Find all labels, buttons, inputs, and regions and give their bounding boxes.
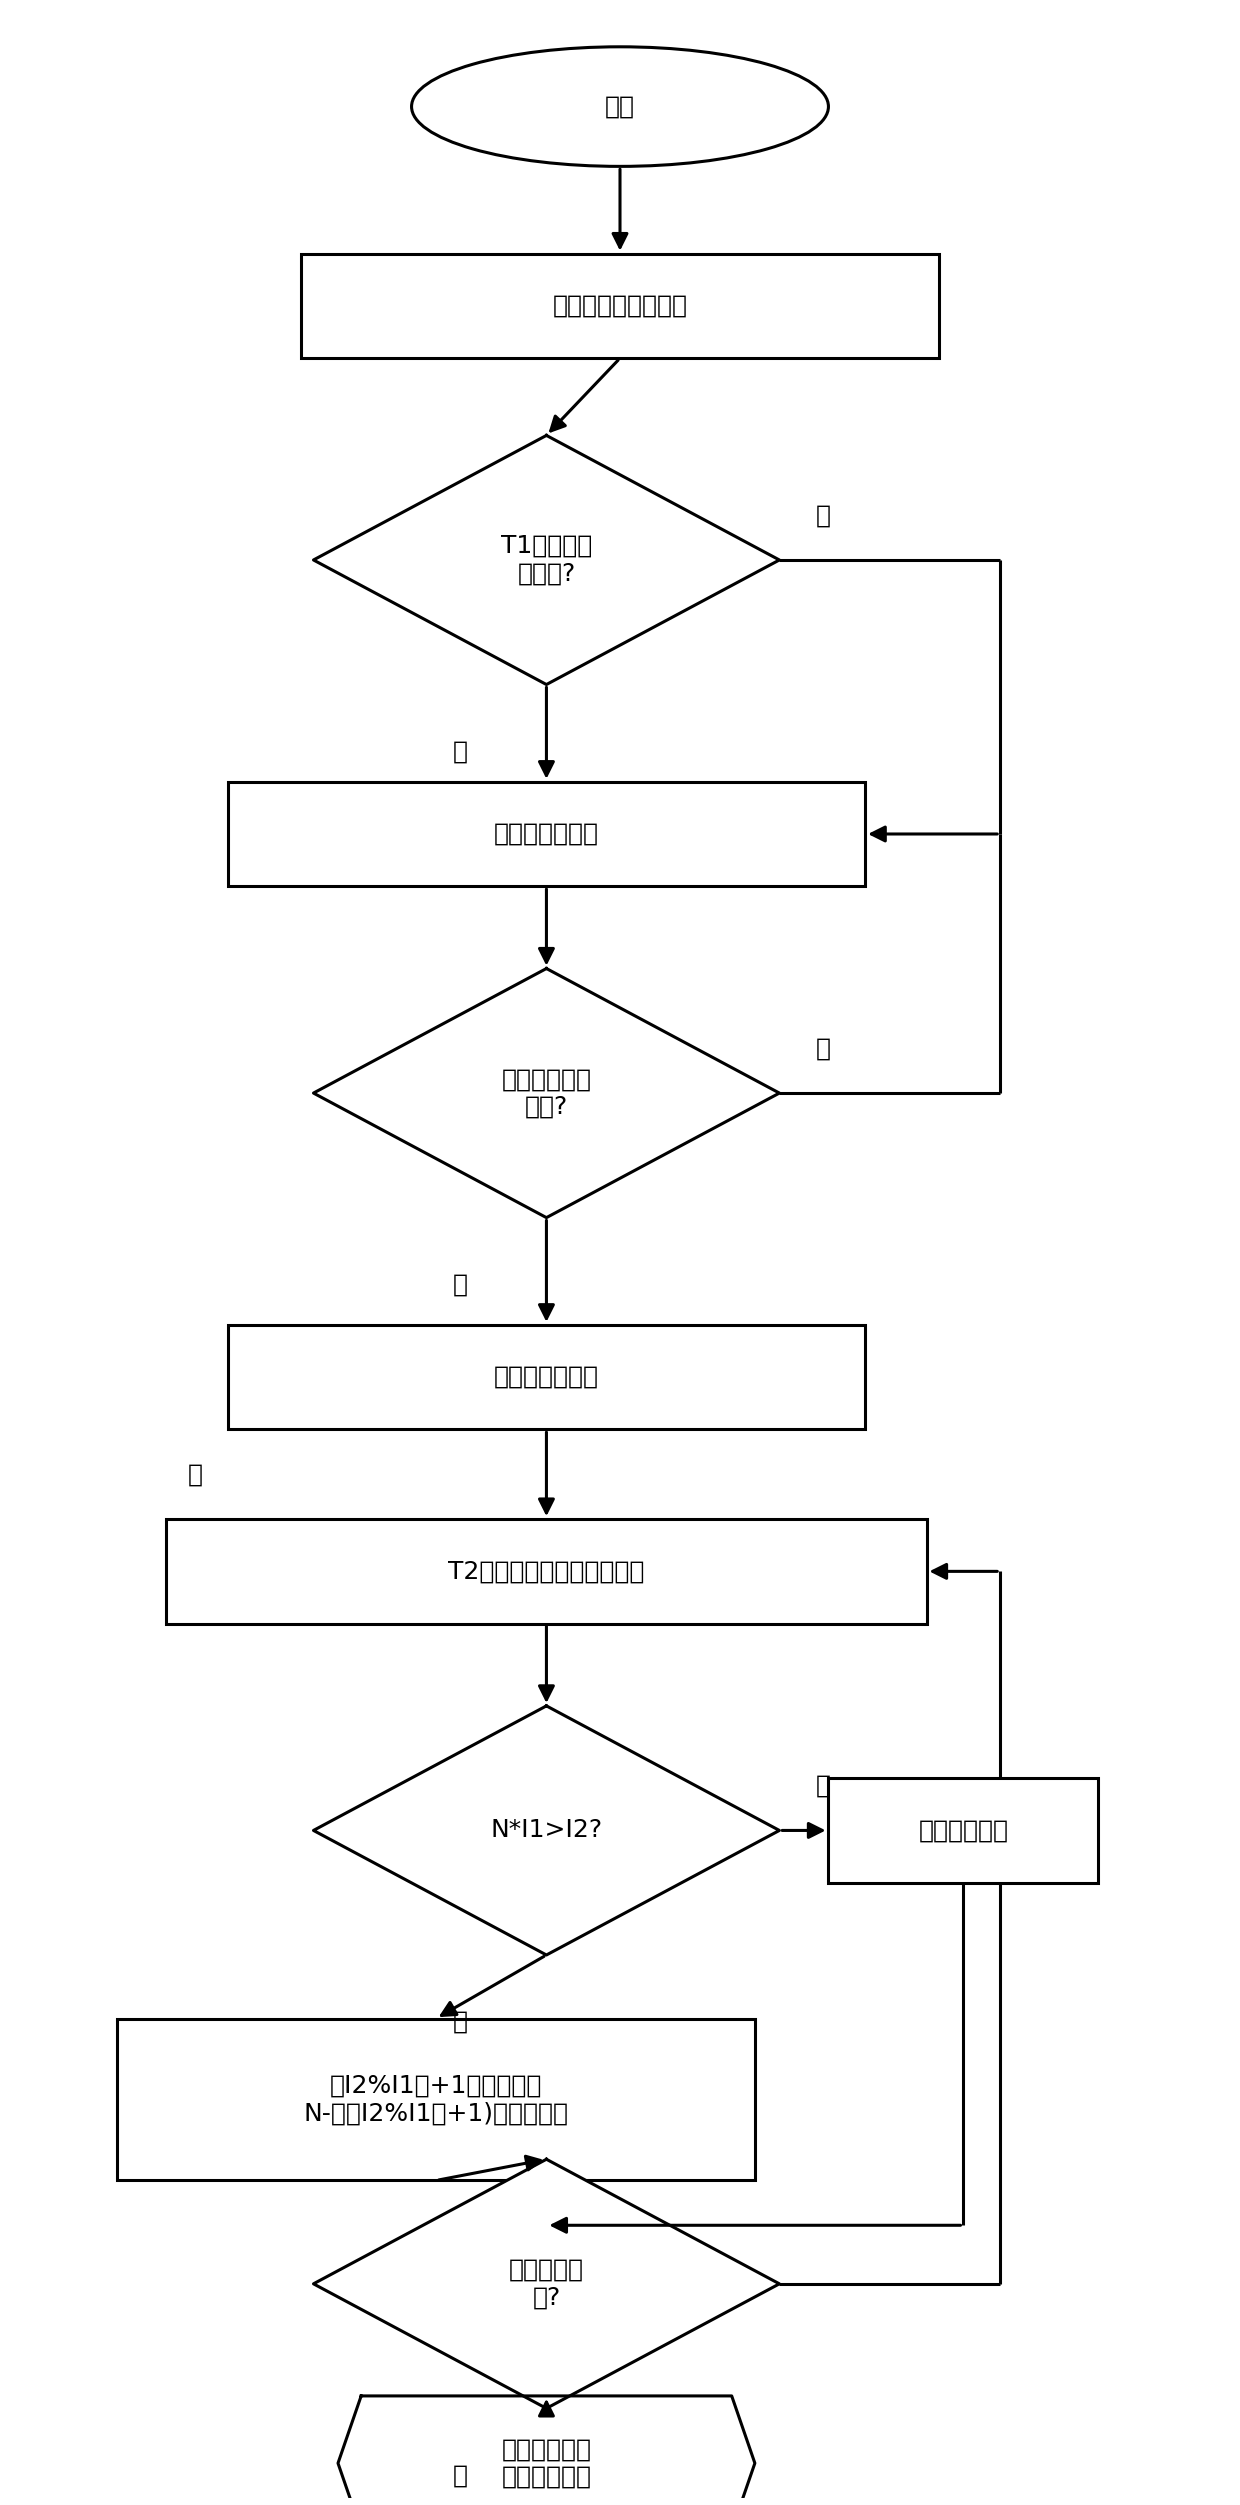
Bar [301,253,939,358]
Bar [828,1779,1099,1884]
Text: 是否结束充
电?: 是否结束充 电? [508,2257,584,2310]
Text: 是: 是 [453,1273,469,1298]
Text: 全部模块开机: 全部模块开机 [919,1819,1008,1844]
Text: T2后下发充电模块控制指令: T2后下发充电模块控制指令 [448,1558,645,1583]
Text: 是: 是 [816,504,831,526]
Text: 是否收到充电
指令?: 是否收到充电 指令? [501,1067,591,1120]
Bar [166,1518,926,1623]
Text: 断开交流接触器: 断开交流接触器 [494,822,599,847]
Text: 闭合交流输入接触器: 闭合交流输入接触器 [553,293,687,318]
Text: 插枪: 插枪 [605,95,635,118]
Text: 充电结束，交
流接触器断开: 充电结束，交 流接触器断开 [501,2437,591,2490]
Text: 是: 是 [188,1463,203,1485]
Bar [118,2019,755,2179]
Text: 否: 否 [816,1037,831,1060]
Text: 否: 否 [453,2009,469,2034]
Bar [228,1325,866,1430]
Polygon shape [314,436,780,684]
Polygon shape [314,1706,780,1954]
Text: （I2%I1）+1模块开机，
N-（（I2%I1）+1)模块不开机: （I2%I1）+1模块开机， N-（（I2%I1）+1)模块不开机 [304,2074,569,2124]
Text: N*I1>I2?: N*I1>I2? [490,1819,603,1844]
Polygon shape [314,2159,780,2407]
Polygon shape [339,2395,755,2505]
Text: 是: 是 [816,1774,831,1799]
Text: 否: 否 [453,739,469,764]
Text: T1内是否开
始充电?: T1内是否开 始充电? [501,534,591,586]
Text: 闭合输出接触器: 闭合输出接触器 [494,1365,599,1390]
Bar [228,782,866,887]
Polygon shape [314,969,780,1217]
Text: 是: 是 [453,2462,469,2487]
